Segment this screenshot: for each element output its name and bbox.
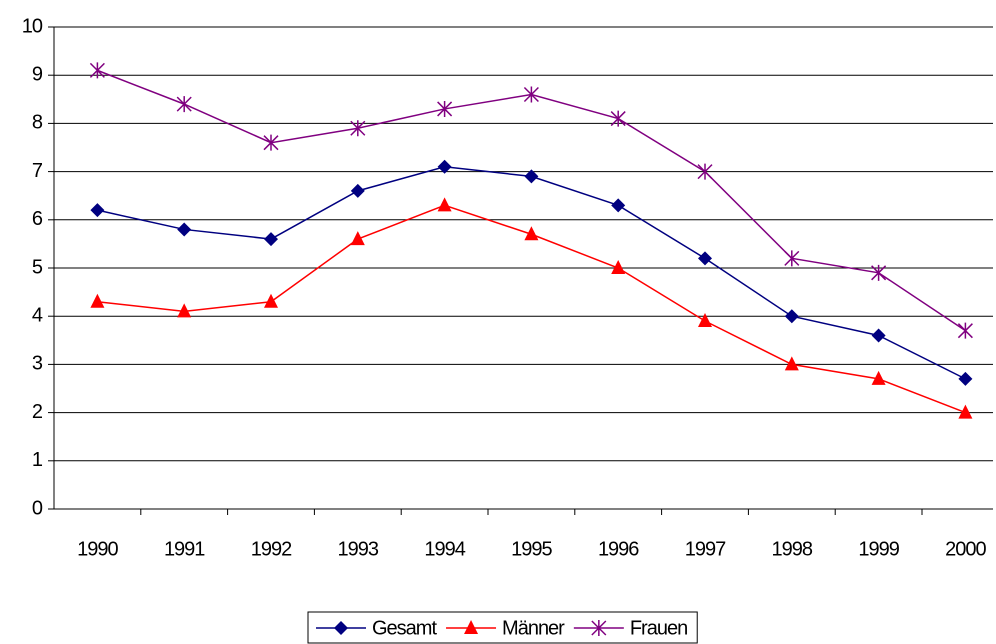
legend-box	[307, 611, 698, 644]
marker	[611, 260, 626, 274]
y-tick-label: 8	[32, 112, 43, 134]
y-tick-label: 7	[32, 160, 43, 182]
marker	[524, 226, 539, 241]
marker	[871, 264, 887, 281]
marker	[334, 621, 348, 635]
marker	[697, 163, 713, 180]
y-tick-label: 1	[32, 449, 43, 471]
marker	[264, 232, 278, 247]
legend-label: Gesamt	[372, 617, 437, 639]
marker	[784, 356, 799, 371]
x-tick-label: 1993	[338, 538, 379, 560]
marker	[177, 222, 192, 237]
x-tick-label: 1992	[251, 538, 292, 560]
x-tick-label: 1991	[164, 538, 205, 560]
marker	[350, 231, 365, 246]
x-tick-label: 1994	[424, 538, 465, 560]
y-tick-label: 2	[32, 401, 43, 423]
marker	[784, 250, 800, 267]
marker	[871, 370, 886, 385]
marker	[611, 198, 626, 213]
y-tick-label: 5	[32, 256, 43, 278]
marker	[784, 309, 799, 324]
series-line	[97, 69, 966, 332]
marker	[89, 62, 105, 79]
series-line	[97, 166, 966, 380]
legend-label: Frauen	[630, 617, 687, 639]
marker	[464, 620, 479, 634]
marker	[958, 371, 973, 386]
marker	[437, 197, 452, 212]
marker	[350, 120, 366, 137]
marker	[177, 303, 192, 318]
marker	[871, 328, 886, 343]
x-tick-label: 2000	[945, 538, 986, 560]
y-tick-label: 3	[32, 353, 43, 375]
y-tick-label: 4	[32, 304, 43, 326]
marker	[264, 293, 278, 308]
x-tick-label: 1998	[772, 538, 813, 560]
marker	[591, 620, 607, 636]
legend: Gesamt Männer Frauen	[307, 611, 698, 644]
legend-label: Männer	[502, 617, 565, 639]
x-tick-label: 1990	[77, 538, 118, 560]
marker	[523, 86, 539, 103]
marker	[263, 134, 279, 151]
marker	[698, 313, 712, 328]
marker	[176, 96, 192, 113]
marker	[957, 322, 973, 339]
marker	[524, 169, 539, 184]
marker	[90, 293, 105, 308]
marker	[698, 251, 712, 266]
y-tick-label: 9	[32, 63, 43, 85]
x-tick-label: 1995	[511, 538, 552, 560]
marker	[958, 404, 973, 419]
marker	[350, 183, 365, 198]
marker	[437, 100, 453, 117]
marker	[437, 159, 452, 174]
x-tick-label: 1999	[858, 538, 899, 560]
x-tick-label: 1997	[685, 538, 726, 560]
marker	[90, 203, 105, 218]
marker	[610, 110, 626, 127]
y-tick-label: 0	[32, 497, 43, 519]
y-tick-label: 6	[32, 208, 43, 230]
x-tick-label: 1996	[598, 538, 639, 560]
y-tick-label: 10	[22, 15, 43, 37]
